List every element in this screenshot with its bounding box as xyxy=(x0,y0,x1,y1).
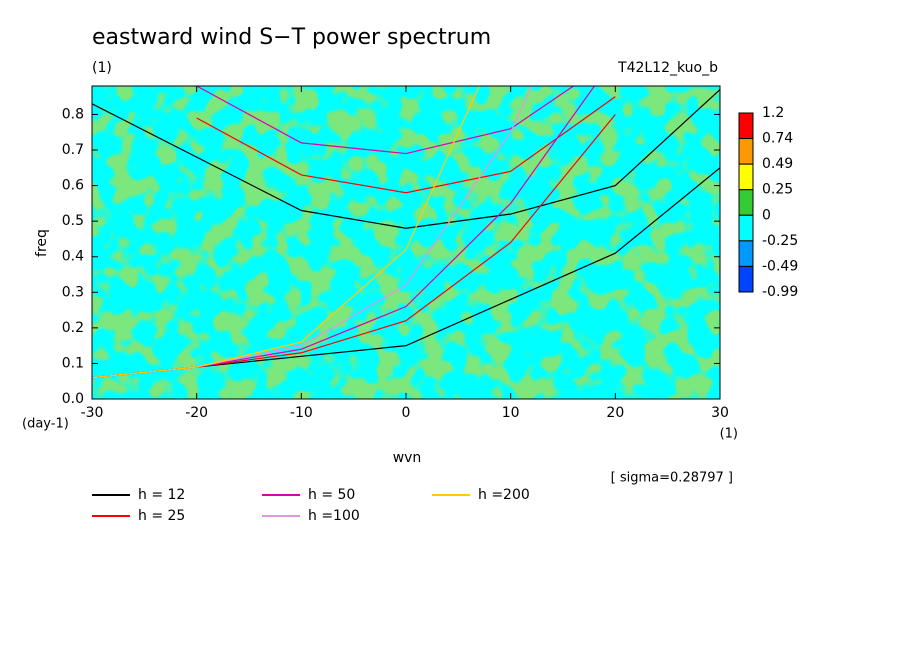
colorbar-label: -0.49 xyxy=(762,258,798,274)
y-units: (day-1) xyxy=(22,417,69,432)
x-tick-label: -20 xyxy=(185,405,208,421)
y-axis-label: freq xyxy=(34,229,50,257)
x-tick-label: -30 xyxy=(81,405,104,421)
x-units: (1) xyxy=(720,427,738,442)
y-tick-label: 0.7 xyxy=(62,142,84,158)
legend-label: h = 12 xyxy=(138,487,185,503)
dispersion-curve xyxy=(196,96,616,194)
y-tick-label: 0.8 xyxy=(62,106,84,122)
colorbar-label: 1.2 xyxy=(762,105,784,121)
y-tick-label: 0.3 xyxy=(62,284,84,300)
subtitle: (1) xyxy=(92,60,112,76)
legend-label: h =100 xyxy=(308,508,360,524)
x-tick-label: 10 xyxy=(502,405,520,421)
x-tick-label: 20 xyxy=(606,405,624,421)
colorbar-box xyxy=(738,240,754,267)
colorbar-label: 0.49 xyxy=(762,156,793,172)
dispersion-curve xyxy=(92,86,480,379)
colorbar-box xyxy=(738,112,754,140)
note: [ sigma=0.28797 ] xyxy=(611,471,733,486)
legend-label: h = 50 xyxy=(308,487,355,503)
field-pattern xyxy=(92,86,720,399)
dispersion-curve xyxy=(92,89,720,229)
colorbar-box xyxy=(738,189,754,216)
y-tick-label: 0.1 xyxy=(62,355,84,371)
y-tick-label: 0.5 xyxy=(62,213,84,229)
colorbar-box xyxy=(738,138,754,165)
legend-label: h =200 xyxy=(478,487,530,503)
colorbar-label: 0 xyxy=(762,207,771,223)
colorbar-label: -0.99 xyxy=(762,284,798,300)
colorbar-label: 0.74 xyxy=(762,131,793,147)
colorbar-box xyxy=(738,163,754,191)
y-tick-label: 0.4 xyxy=(62,249,84,265)
legend-label: h = 25 xyxy=(138,508,185,524)
curves xyxy=(92,86,720,379)
y-tick-label: 0.0 xyxy=(62,391,84,407)
colorbar-box xyxy=(738,265,754,293)
case-label: T42L12_kuo_b xyxy=(617,60,718,76)
colorbar-box xyxy=(738,214,754,242)
y-tick-label: 0.2 xyxy=(62,320,84,336)
colorbar-label: -0.25 xyxy=(762,233,798,249)
x-axis-label: wvn xyxy=(393,450,422,466)
x-tick-label: 30 xyxy=(711,405,729,421)
chart-title: eastward wind S−T power spectrum xyxy=(92,25,491,50)
y-tick-label: 0.6 xyxy=(62,178,84,194)
colorbar-label: 0.25 xyxy=(762,182,793,198)
dispersion-curve xyxy=(196,86,574,155)
x-tick-label: -10 xyxy=(290,405,313,421)
x-tick-label: 0 xyxy=(402,405,411,421)
